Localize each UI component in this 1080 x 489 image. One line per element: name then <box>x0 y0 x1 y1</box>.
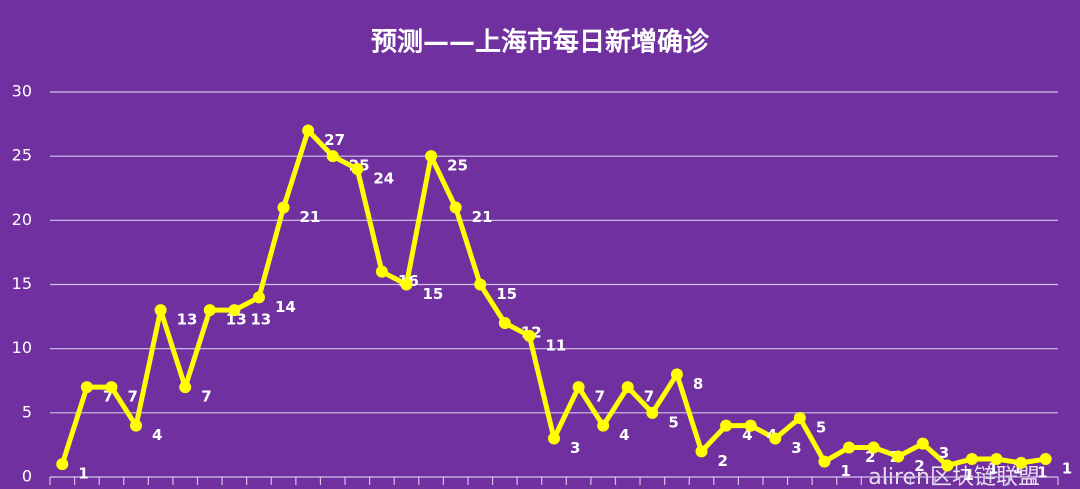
value-label: 8 <box>693 375 703 393</box>
y-tick-label: 20 <box>12 210 32 229</box>
point <box>425 150 438 163</box>
point <box>548 432 560 445</box>
point <box>965 453 978 466</box>
series-line <box>59 128 1047 468</box>
point <box>130 419 143 432</box>
value-label: 24 <box>373 170 394 188</box>
point <box>80 381 93 394</box>
value-label: 27 <box>324 131 345 149</box>
point <box>597 419 610 432</box>
point <box>843 441 856 454</box>
value-label: 13 <box>226 311 247 329</box>
value-label: 15 <box>496 285 517 303</box>
point <box>1039 453 1052 466</box>
y-tick-label: 25 <box>12 146 32 165</box>
value-label: 4 <box>742 426 752 444</box>
value-label: 4 <box>619 426 629 444</box>
point <box>646 406 659 419</box>
value-label: 25 <box>447 157 468 175</box>
point <box>793 411 806 424</box>
point <box>449 201 462 214</box>
value-label: 1 <box>1062 460 1072 478</box>
value-label: 1 <box>840 462 850 480</box>
point <box>572 381 585 394</box>
value-label: 7 <box>201 388 211 406</box>
value-label: 11 <box>545 336 566 354</box>
point <box>867 441 880 454</box>
value-label: 1 <box>1037 463 1047 481</box>
value-label: 21 <box>300 208 321 226</box>
y-tick-label: 10 <box>12 338 32 357</box>
point <box>105 381 118 394</box>
value-label: 5 <box>668 413 678 431</box>
point <box>744 419 757 432</box>
value-label: 1 <box>1013 460 1023 478</box>
value-label: 13 <box>250 311 271 329</box>
value-label: 1 <box>988 460 998 478</box>
value-label: 21 <box>472 208 493 226</box>
value-label: 14 <box>275 298 296 316</box>
point <box>621 381 634 394</box>
point <box>474 278 487 291</box>
y-tick-label: 5 <box>22 402 32 421</box>
value-label: 7 <box>644 388 654 406</box>
value-label: 2 <box>718 452 728 470</box>
value-label: 2 <box>914 457 924 475</box>
point <box>720 419 733 432</box>
point <box>769 432 782 445</box>
value-label: 3 <box>939 444 949 462</box>
value-label: 3 <box>570 439 580 457</box>
value-label: 4 <box>152 426 162 444</box>
y-tick-label: 15 <box>12 274 32 293</box>
value-label: 2 <box>865 448 875 466</box>
point <box>56 458 69 471</box>
point <box>1015 456 1028 469</box>
point <box>277 201 290 214</box>
point <box>228 304 241 317</box>
value-label: 3 <box>791 439 801 457</box>
value-label: 15 <box>422 285 443 303</box>
point <box>302 124 315 137</box>
point <box>695 445 708 458</box>
value-label: 13 <box>177 311 198 329</box>
point <box>498 317 511 329</box>
point <box>670 368 683 381</box>
point <box>916 437 929 450</box>
point <box>375 265 388 278</box>
point <box>892 450 905 463</box>
point <box>400 278 413 291</box>
value-label: 7 <box>595 388 605 406</box>
value-label: 1 <box>78 465 88 483</box>
y-tick-label: 0 <box>22 467 32 486</box>
value-label: 7 <box>103 388 113 406</box>
point <box>326 150 339 163</box>
value-label: 7 <box>127 388 137 406</box>
point <box>990 453 1003 466</box>
point <box>252 291 265 304</box>
value-label: 1 <box>963 466 973 484</box>
point <box>351 163 364 175</box>
point <box>203 304 216 317</box>
y-tick-label: 30 <box>12 82 32 101</box>
point <box>818 455 831 468</box>
point <box>179 381 192 394</box>
point <box>941 459 954 472</box>
chart-title: 预测——上海市每日新增确诊 <box>371 27 710 58</box>
value-label: 5 <box>816 418 826 436</box>
point <box>523 329 536 342</box>
point <box>154 304 167 317</box>
